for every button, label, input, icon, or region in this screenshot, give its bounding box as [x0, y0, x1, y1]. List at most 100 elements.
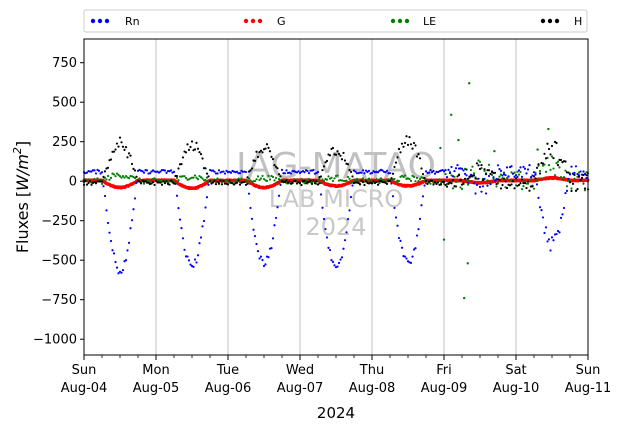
- data-point-LE: [412, 175, 416, 178]
- data-point-Rn: [225, 169, 228, 172]
- data-point-H: [130, 162, 134, 166]
- data-point-LE: [451, 187, 455, 190]
- data-point-Rn: [393, 206, 396, 210]
- data-point-H: [564, 160, 567, 163]
- data-point-LE: [456, 180, 459, 183]
- data-points: [82, 82, 590, 300]
- data-point-Rn: [222, 170, 225, 173]
- data-point-LE: [561, 178, 564, 181]
- data-point-H: [154, 179, 158, 182]
- data-point-LE-outlier: [466, 262, 469, 265]
- data-point-H: [213, 179, 216, 182]
- data-point-Rn: [172, 170, 176, 173]
- data-point-LE: [237, 177, 240, 180]
- y-axis-label-sup: 2: [11, 147, 24, 154]
- data-point-H: [525, 186, 528, 190]
- data-point-Rn: [562, 206, 566, 210]
- y-tick-label: 0: [69, 175, 77, 190]
- data-point-LE: [466, 183, 470, 186]
- data-point-LE: [258, 178, 261, 182]
- data-point-H: [501, 183, 504, 187]
- data-point-LE: [487, 163, 491, 166]
- data-point-Rn: [145, 169, 149, 172]
- data-point-Rn: [261, 258, 264, 262]
- data-point-H: [403, 141, 407, 145]
- data-point-Rn: [223, 172, 227, 175]
- data-point-Rn: [345, 231, 348, 234]
- data-point-H: [559, 158, 563, 162]
- data-point-Rn: [568, 173, 572, 176]
- data-point-Rn: [328, 248, 332, 252]
- data-point-Rn: [196, 254, 200, 257]
- data-point-LE: [570, 187, 573, 190]
- data-point-Rn: [543, 231, 546, 235]
- data-point-Rn: [567, 177, 570, 180]
- data-point-Rn: [528, 163, 531, 167]
- data-point-Rn: [441, 168, 444, 172]
- data-point-LE: [550, 155, 554, 158]
- data-point-H: [274, 165, 278, 168]
- data-point-Rn: [456, 164, 459, 167]
- data-point-Rn: [547, 238, 551, 241]
- data-point-Rn: [460, 167, 464, 170]
- legend-marker: [243, 18, 249, 24]
- data-point-H: [279, 175, 282, 178]
- data-point-Rn: [415, 234, 419, 237]
- data-point-Rn: [105, 209, 108, 212]
- data-point-Rn: [264, 263, 267, 266]
- data-point-H: [549, 153, 552, 156]
- data-point-LE: [418, 177, 422, 181]
- data-point-H: [520, 178, 524, 181]
- data-point-Rn: [399, 239, 402, 242]
- data-point-H: [303, 179, 306, 183]
- data-point-LE: [205, 176, 209, 179]
- data-point-Rn: [477, 177, 480, 180]
- data-point-LE: [261, 174, 264, 178]
- data-point-LE: [193, 174, 197, 177]
- data-point-H: [106, 166, 110, 169]
- data-point-LE-outlier: [462, 296, 466, 300]
- data-point-Rn: [112, 252, 116, 255]
- data-point-LE: [192, 176, 195, 179]
- data-point-LE: [472, 172, 476, 175]
- y-axis-label-unit: W/m: [13, 154, 32, 191]
- data-point-H: [85, 183, 89, 186]
- data-point-Rn: [513, 175, 516, 178]
- x-tick-day: Tue: [216, 363, 239, 378]
- legend-box: [83, 9, 588, 33]
- data-point-H: [384, 181, 387, 184]
- data-point-LE-outlier: [457, 138, 460, 142]
- data-point-H: [487, 169, 491, 172]
- data-point-LE: [225, 179, 228, 182]
- legend-label: LE: [423, 15, 436, 28]
- data-point-LE: [348, 177, 351, 180]
- data-point-H: [528, 189, 531, 192]
- data-point-Rn: [552, 239, 555, 242]
- data-point-LE: [87, 178, 90, 181]
- data-point-Rn: [283, 172, 287, 175]
- data-point-Rn: [127, 241, 131, 244]
- data-point-H: [217, 182, 221, 185]
- data-point-Rn: [321, 206, 324, 209]
- data-point-Rn: [253, 234, 257, 238]
- data-point-H: [571, 182, 575, 185]
- data-point-Rn: [361, 169, 365, 172]
- data-point-Rn: [529, 176, 533, 179]
- data-point-LE: [115, 172, 119, 175]
- data-point-H: [394, 161, 398, 164]
- data-point-Rn: [150, 170, 153, 173]
- legend-marker: [390, 18, 396, 24]
- data-point-H: [295, 182, 299, 185]
- data-point-H: [336, 150, 339, 153]
- data-point-H: [115, 142, 119, 145]
- data-point-H: [360, 179, 363, 182]
- data-point-Rn: [202, 219, 206, 223]
- data-point-Rn: [216, 172, 219, 175]
- watermark-line-2: LAB MICRO: [269, 185, 404, 213]
- data-point-Rn: [447, 168, 450, 171]
- data-point-Rn: [85, 171, 89, 174]
- data-point-LE: [102, 178, 105, 181]
- data-point-H: [288, 180, 291, 183]
- data-point-H: [436, 181, 440, 184]
- data-point-LE: [195, 176, 198, 179]
